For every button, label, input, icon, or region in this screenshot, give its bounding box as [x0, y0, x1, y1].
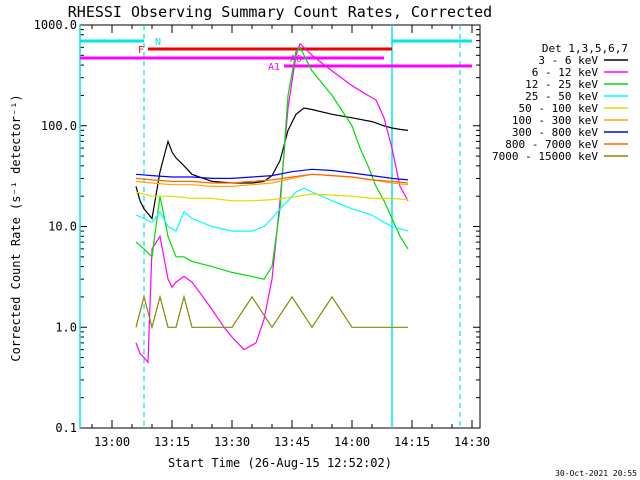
x-tick-label: 13:45	[274, 435, 310, 449]
x-tick-label: 13:30	[214, 435, 250, 449]
series-line-7	[135, 168, 409, 181]
plot-frame	[79, 24, 481, 429]
x-tick-label: 13:00	[94, 435, 130, 449]
state-bar-label: F	[138, 45, 144, 56]
legend-label: 12 - 25 keV	[525, 78, 598, 91]
legend-label: 6 - 12 keV	[532, 66, 599, 79]
y-axis-label: Corrected Count Rate (s⁻¹ detector⁻¹)	[9, 94, 23, 361]
y-tick-label: 0.1	[55, 421, 77, 435]
y-tick-label: 1000.0	[34, 18, 77, 32]
series-line-1	[135, 107, 409, 220]
legend-label: 800 - 7000 keV	[505, 138, 598, 151]
legend-label: 7000 - 15000 keV	[492, 150, 598, 163]
x-tick-label: 13:15	[154, 435, 190, 449]
series-line-8	[135, 173, 409, 184]
series-line-5	[135, 191, 409, 202]
chart-title: RHESSI Observing Summary Count Rates, Co…	[68, 3, 492, 21]
x-tick-label: 14:00	[334, 435, 370, 449]
x-tick-label: 14:30	[454, 435, 490, 449]
y-tick-label: 100.0	[41, 119, 77, 133]
state-bar-label: N	[155, 37, 161, 48]
legend-label: 50 - 100 keV	[519, 102, 599, 115]
legend-label: 300 - 800 keV	[512, 126, 598, 139]
legend-label: 25 - 50 keV	[525, 90, 598, 103]
legend-title: Det 1,3,5,6,7	[542, 42, 628, 55]
series-line-3	[135, 46, 409, 280]
state-bar-label: A1	[268, 62, 280, 73]
legend-label: 100 - 300 keV	[512, 114, 598, 127]
series-line-9	[135, 294, 408, 330]
legend-label: 3 - 6 keV	[538, 54, 598, 67]
x-axis-label: Start Time (26-Aug-15 12:52:02)	[168, 456, 392, 470]
series-line-2	[135, 42, 409, 364]
y-tick-label: 1.0	[55, 320, 77, 334]
y-tick-label: 10.0	[48, 220, 77, 234]
state-bar-label: A0	[290, 54, 302, 65]
footer-timestamp: 30-Oct-2021 20:55	[555, 469, 637, 478]
plot-area: 0.1 1.0 10.0 100.0 1000.0 13:00 13:15 13:30 13:4…	[34, 18, 490, 449]
series-line-4	[135, 187, 409, 232]
x-tick-label: 14:15	[394, 435, 430, 449]
